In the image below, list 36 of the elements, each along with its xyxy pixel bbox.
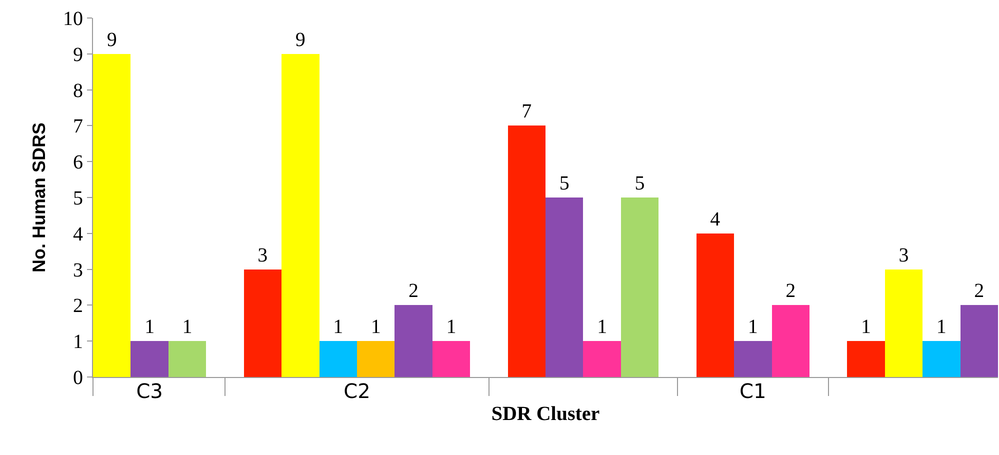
y-tick-label: 0: [73, 367, 83, 389]
data-label: 1: [182, 316, 192, 338]
y-tick-label: 9: [73, 44, 83, 66]
data-label: 4: [710, 208, 720, 230]
data-label: 9: [106, 28, 117, 51]
data-label: 1: [144, 316, 155, 338]
data-label: 1: [936, 316, 946, 338]
data-label: 7: [522, 100, 532, 123]
data-label: 5: [559, 172, 570, 194]
y-tick-label: 10: [63, 8, 83, 30]
data-label: 1: [597, 316, 608, 338]
y-tick-label: 1: [73, 331, 83, 354]
data-label: 3: [258, 244, 268, 266]
y-tick-label: 5: [73, 188, 83, 210]
y-tick-label: 8: [73, 80, 83, 102]
data-label: 1: [370, 316, 381, 338]
data-label: 2: [974, 280, 984, 302]
y-tick-label: 4: [73, 223, 83, 246]
x-tick-label: C2: [344, 379, 370, 403]
y-tick-label: 6: [73, 152, 83, 174]
x-tick-label: C3: [136, 379, 163, 403]
x-axis-title: SDR Cluster: [491, 402, 600, 425]
data-label: 1: [333, 316, 344, 338]
y-tick-label: 3: [73, 259, 83, 282]
data-label: 2: [786, 280, 796, 302]
data-label: 2: [408, 280, 419, 302]
data-label: 3: [898, 244, 909, 266]
y-tick-label: 2: [73, 295, 83, 318]
x-tick-label: C1: [740, 379, 766, 403]
data-label: 1: [748, 316, 758, 338]
y-tick-label: 7: [73, 116, 83, 138]
data-label: 1: [861, 316, 872, 338]
data-label: 9: [295, 28, 306, 51]
data-label: 1: [446, 316, 456, 338]
y-axis-title: No. Human SDRS: [29, 122, 50, 273]
data-label: 5: [634, 172, 645, 194]
